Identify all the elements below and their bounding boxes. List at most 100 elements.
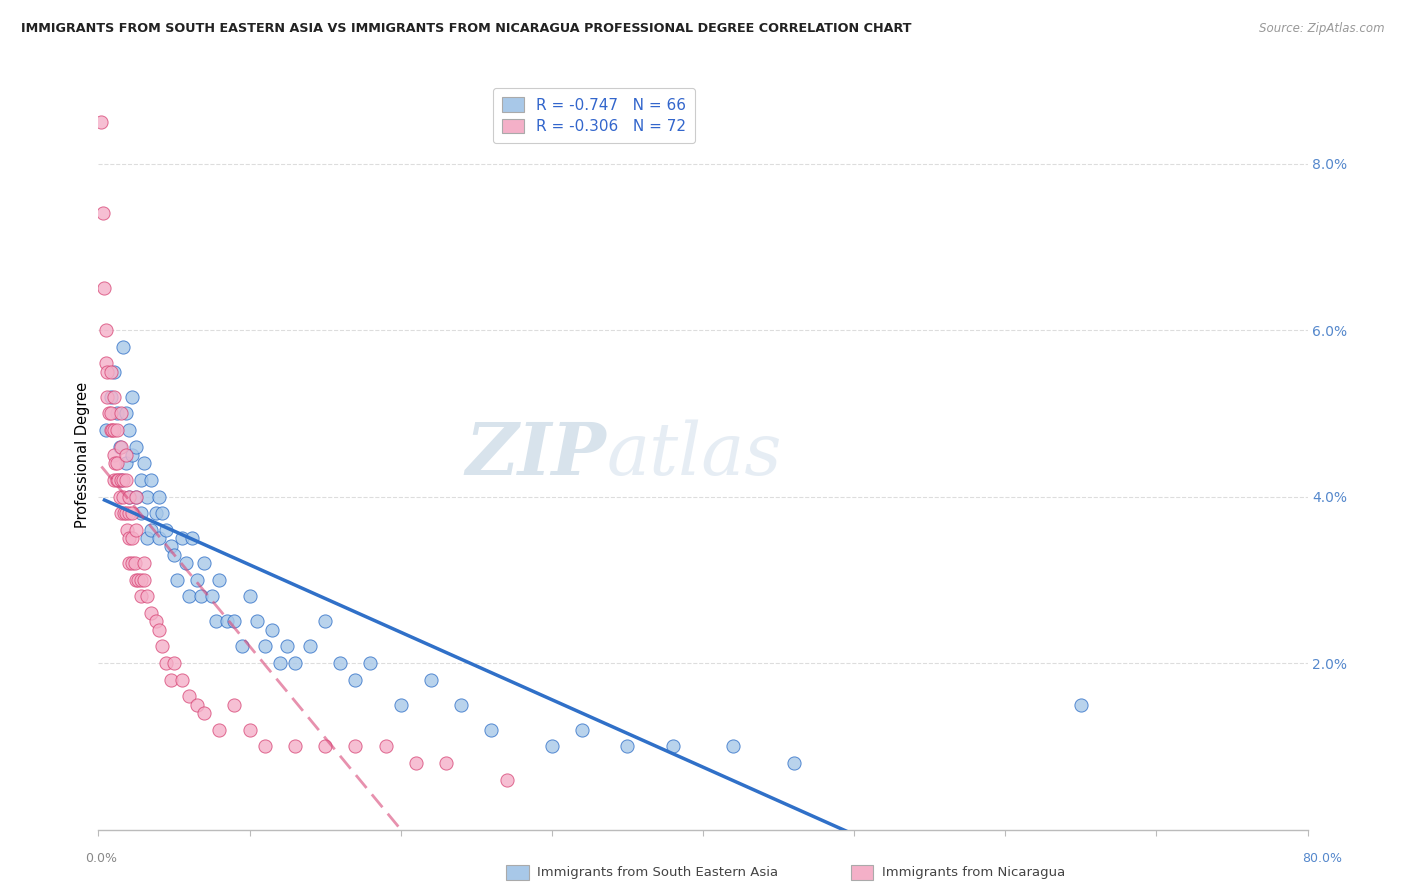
Point [105,423,128,437]
Point [405,756,427,770]
Text: IMMIGRANTS FROM SOUTH EASTERN ASIA VS IMMIGRANTS FROM NICARAGUA PROFESSIONAL DEG: IMMIGRANTS FROM SOUTH EASTERN ASIA VS IM… [21,22,911,36]
Point [141,606,163,620]
Point [125,523,148,537]
Point [208,723,231,737]
Point [129,573,152,587]
Point [141,473,163,487]
Point [344,739,367,754]
Text: Immigrants from South Eastern Asia: Immigrants from South Eastern Asia [537,866,778,879]
Point [239,723,262,737]
Point [389,698,412,712]
Point [155,523,177,537]
Point [163,656,186,670]
Point [125,573,148,587]
Point [125,490,148,504]
Point [174,556,197,570]
Point [205,615,228,629]
Point [723,739,745,754]
Text: Source: ZipAtlas.com: Source: ZipAtlas.com [1260,22,1385,36]
Point [571,723,593,737]
Point [127,573,149,587]
Point [103,365,125,379]
Point [118,556,141,570]
Point [100,390,122,404]
Point [105,473,128,487]
Point [163,548,186,562]
Point [239,590,262,604]
Point [299,640,322,654]
Point [94,323,117,337]
Point [110,406,132,420]
Point [112,506,135,520]
Point [420,673,443,687]
Point [110,473,132,487]
Point [181,531,204,545]
Point [155,656,177,670]
Point [314,615,336,629]
Point [329,656,352,670]
Point [114,406,136,420]
Point [105,406,128,420]
Point [125,490,148,504]
Point [166,573,188,587]
Point [98,406,121,420]
Point [616,739,638,754]
Point [262,623,284,637]
Point [150,640,173,654]
Point [107,473,129,487]
Point [186,573,208,587]
Point [111,490,134,504]
Point [231,640,253,654]
Text: ZIP: ZIP [465,419,606,491]
Point [129,473,152,487]
Point [193,706,215,720]
Point [135,590,157,604]
Point [108,440,131,454]
Point [103,473,125,487]
Point [125,440,148,454]
Point [246,615,269,629]
Point [103,390,125,404]
Point [118,423,141,437]
Point [360,656,382,670]
Text: atlas: atlas [606,419,782,491]
Point [105,456,128,470]
Point [141,523,163,537]
Point [111,340,134,354]
Point [96,365,118,379]
Point [93,281,115,295]
Text: 80.0%: 80.0% [1302,852,1341,865]
Point [150,506,173,520]
Point [118,490,141,504]
Point [269,656,291,670]
Point [108,490,131,504]
Point [110,473,132,487]
Point [114,506,136,520]
Point [179,590,201,604]
Point [253,739,276,754]
Point [114,456,136,470]
Point [193,556,215,570]
Point [160,673,183,687]
Legend: R = -0.747   N = 66, R = -0.306   N = 72: R = -0.747 N = 66, R = -0.306 N = 72 [494,88,695,144]
Point [374,739,396,754]
Point [783,756,806,770]
Point [121,506,143,520]
Point [124,556,146,570]
Point [540,739,562,754]
Point [121,448,143,462]
Point [132,556,155,570]
Point [121,556,143,570]
Point [170,531,193,545]
Point [132,456,155,470]
Point [314,739,336,754]
Point [434,756,457,770]
Point [114,473,136,487]
Point [101,423,124,437]
Point [135,531,157,545]
Point [121,390,143,404]
Point [148,531,170,545]
Point [284,739,307,754]
Text: 0.0%: 0.0% [86,852,117,865]
Point [90,115,112,129]
